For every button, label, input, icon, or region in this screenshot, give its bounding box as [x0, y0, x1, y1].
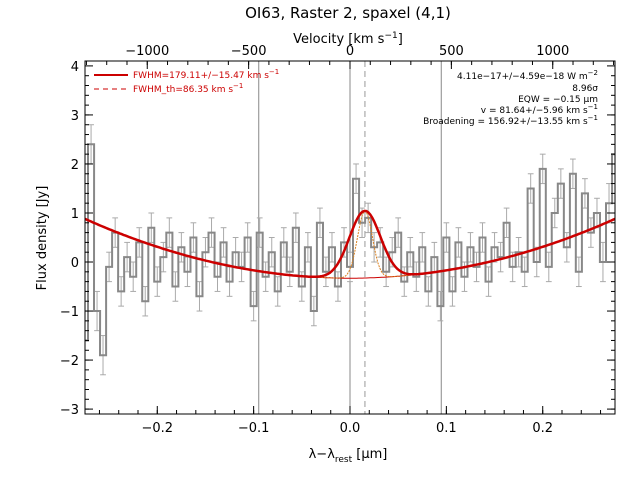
legend-entry-fwhm-th: FWHM_th=86.35 km s−1: [133, 82, 243, 95]
top-tick-label: −1000: [125, 44, 169, 59]
annotation-velocity: v = 81.64+/−5.96 km s−1: [481, 103, 598, 116]
plot-area: [85, 61, 615, 414]
x-tick-label: 0.0: [340, 421, 361, 436]
gaussian-fit: [85, 209, 615, 279]
top-tick-label: 1000: [536, 44, 569, 59]
annotation-broadening: Broadening = 156.92+/−13.55 km s−1: [423, 114, 598, 127]
y-tick-label: −3: [60, 403, 79, 418]
top-tick-label: 500: [439, 44, 464, 59]
x-axis-label: λ−λrest [μm]: [309, 447, 388, 465]
x-tick-label: 0.2: [532, 421, 553, 436]
annotation-flux: 4.11e−17+/−4.59e−18 W m−2: [457, 69, 598, 82]
y-tick-label: 0: [71, 256, 79, 271]
y-tick-label: 4: [71, 60, 79, 75]
annotation-eqw: EQW = −0.15 μm: [518, 95, 598, 105]
annotation-sigma: 8.96σ: [572, 84, 598, 94]
y-tick-label: −1: [60, 305, 79, 320]
fit-annotations: 4.11e−17+/−4.59e−18 W m−2 8.96σ EQW = −0…: [423, 69, 598, 127]
y-tick-label: 3: [71, 109, 79, 124]
plot-content: [85, 61, 615, 414]
x-tick-label: −0.2: [141, 421, 173, 436]
x-tick-label: 0.1: [436, 421, 457, 436]
y-tick-label: −2: [60, 354, 79, 369]
spectrum-steps: [85, 143, 615, 357]
top-axis-label: Velocity [km s−1]: [293, 31, 403, 47]
axes: −0.2 −0.1 0.0 0.1 0.2 −3 −2 −1 0 1 2 3 4 −1000 −500 0 50…: [60, 44, 616, 436]
y-axis-label: Flux density [Jy]: [35, 186, 50, 291]
y-tick-label: 1: [71, 207, 79, 222]
top-tick-label: −500: [231, 44, 267, 59]
chart-title: OI63, Raster 2, spaxel (4,1): [245, 4, 451, 22]
y-tick-label: 2: [71, 158, 79, 173]
top-tick-label: 0: [346, 44, 354, 59]
x-tick-label: −0.1: [238, 421, 270, 436]
legend: FWHM=179.11+/−15.47 km s−1 FWHM_th=86.35…: [94, 68, 279, 95]
legend-entry-fwhm: FWHM=179.11+/−15.47 km s−1: [133, 68, 279, 81]
